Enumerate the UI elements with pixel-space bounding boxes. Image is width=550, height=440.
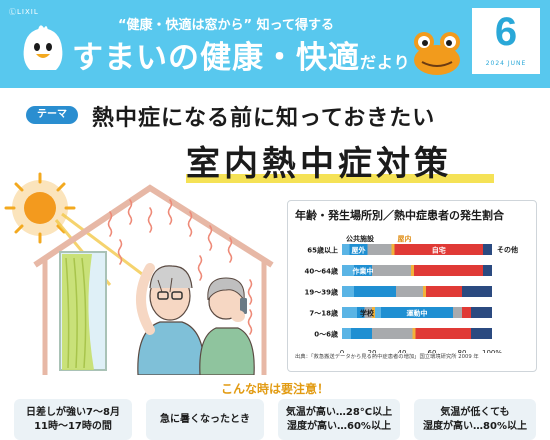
chart-title: 年齢・発生場所別／熱中症患者の発生割合 — [295, 209, 504, 222]
chart-source: 出典：「救急搬送データから見る熱中症患者の増加」国立環境研究所 2009 年 — [295, 354, 479, 360]
bar-segment — [367, 244, 392, 255]
bar-segment — [354, 286, 396, 297]
category-label: 65歳以上 — [307, 246, 338, 255]
bar-segment — [351, 328, 372, 339]
annotation-exercise: 運動中 — [407, 309, 428, 318]
bar-segment — [471, 307, 492, 318]
x-tick-label: 0 — [340, 349, 344, 353]
headline-highlight — [186, 174, 494, 183]
heat-house-illustration — [4, 172, 274, 375]
bar-segment — [342, 265, 354, 276]
bar-segment — [412, 328, 416, 339]
bar-segment — [415, 328, 471, 339]
x-tick-label: 20 — [368, 349, 377, 353]
condition-line: 気温が高い…28°C以上 — [285, 406, 393, 418]
elderly-woman-figure — [199, 277, 255, 375]
condition-line: 湿度が高い…60%以上 — [287, 420, 391, 432]
annotation-indoor: 屋内 — [398, 234, 412, 243]
elderly-man-figure — [136, 263, 205, 375]
bar-segment — [471, 328, 492, 339]
bar-segment — [381, 307, 453, 318]
theme-badge: テーマ — [26, 106, 78, 124]
condition-line: 気温が低くても — [440, 406, 510, 418]
headline-top: 熱中症になる前に知っておきたい — [92, 106, 436, 131]
x-tick-label: 80 — [458, 349, 467, 353]
issue-number: 6 — [494, 10, 518, 54]
bar-segment — [342, 328, 351, 339]
header-banner: ⓁLIXIL “健康・快適は窓から” 知って得する すまいの健康・快適だより 6… — [0, 0, 550, 88]
issue-badge: 6 2024 JUNE — [472, 8, 540, 74]
category-label: 7〜18歳 — [309, 309, 338, 318]
stacked-bar-chart: 65歳以上 40〜64歳 19〜39歳 7〜18歳 0〜6歳 0 20 40 60 80 100% 公… — [305, 234, 518, 353]
sun-icon — [4, 172, 76, 244]
bar-segment — [357, 307, 365, 318]
bar-segment — [483, 265, 492, 276]
annotation-working: 作業中 — [353, 267, 374, 276]
x-tick-label: 60 — [428, 349, 437, 353]
condition-line: 日差しが強い7〜8月 — [26, 406, 120, 418]
bar-segment — [391, 244, 395, 255]
bar-segment — [372, 307, 375, 318]
annotation-school: 学校 — [360, 309, 375, 318]
bar-segment — [342, 244, 350, 255]
legend-public-facility: 公共施設 — [346, 234, 375, 243]
category-label: 19〜39歳 — [305, 288, 338, 297]
bar-segment — [372, 265, 411, 276]
condition-card-sudden-heat: 急に暑くなったとき — [146, 399, 264, 440]
bar-segment — [426, 286, 462, 297]
bar-segment — [462, 307, 471, 318]
bar-segment — [354, 265, 372, 276]
bar-segment — [396, 286, 423, 297]
condition-line: 11時〜17時の間 — [34, 420, 112, 432]
x-tick-label: 40 — [398, 349, 407, 353]
title-main: すまいの健康・快適 — [72, 40, 360, 76]
bar-segment — [372, 328, 413, 339]
bird-mascot-icon — [23, 25, 63, 70]
frog-mascot-icon — [414, 32, 460, 75]
bar-segment — [483, 244, 492, 255]
header-tagline: “健康・快適は窓から” 知って得する — [118, 18, 334, 33]
legend-home: 自宅 — [432, 246, 446, 255]
bar-segment — [414, 265, 483, 276]
condition-card-summer-hours: 日差しが強い7〜8月 11時〜17時の間 — [14, 399, 132, 440]
bar-segment — [411, 265, 414, 276]
legend-outdoor: 屋外 — [352, 246, 366, 255]
bar-segment — [349, 244, 368, 255]
x-tick-label: 100% — [482, 349, 502, 353]
bar-segment — [364, 307, 372, 318]
condition-line: 湿度が高い…80%以上 — [423, 420, 527, 432]
bar-segment — [342, 286, 354, 297]
category-label: 40〜64歳 — [305, 267, 338, 276]
condition-card-high-humidity: 気温が低くても湿度が高い…80%以上 — [414, 399, 536, 440]
issue-date: 2024 JUNE — [485, 60, 527, 67]
alert-title: こんな時は要注意！ — [220, 382, 329, 396]
title-suffix: だより — [360, 53, 411, 72]
condition-card-high-temp: 気温が高い…28°C以上 湿度が高い…60%以上 — [278, 399, 400, 440]
bar-segment — [423, 286, 426, 297]
condition-line: 急に暑くなったとき — [160, 413, 250, 425]
bar-segment — [342, 307, 357, 318]
legend-other: その他 — [497, 245, 518, 254]
bar-segment — [394, 244, 483, 255]
headline-main: 室内熱中症対策 — [186, 144, 452, 184]
newsletter-title: すまいの健康・快適だより — [72, 32, 411, 77]
bar-segment — [453, 307, 462, 318]
bar-segment — [462, 286, 492, 297]
window-with-curtain — [59, 251, 107, 371]
bar-segment — [375, 307, 381, 318]
category-label: 0〜6歳 — [314, 330, 338, 339]
brand-logo: ⓁLIXIL — [9, 8, 39, 16]
